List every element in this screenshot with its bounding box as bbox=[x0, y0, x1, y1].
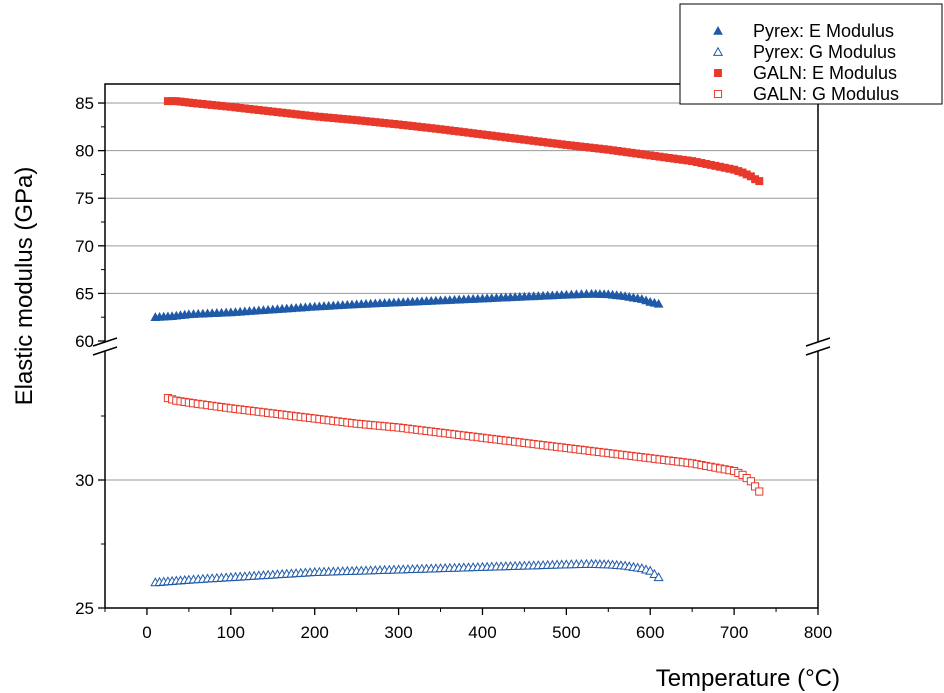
legend-label: Pyrex: E Modulus bbox=[753, 21, 894, 41]
data-point bbox=[755, 177, 764, 186]
axis-break-right bbox=[805, 337, 831, 356]
series-3 bbox=[163, 394, 764, 496]
x-tick-label: 500 bbox=[552, 623, 580, 642]
data-point bbox=[653, 572, 664, 582]
y-tick-label: 70 bbox=[75, 237, 94, 256]
x-tick-label: 700 bbox=[720, 623, 748, 642]
x-tick-label: 300 bbox=[384, 623, 412, 642]
ticks: 0 100 200 300 400 500 600 700 800 60 65 70 75 80 85 25 3… bbox=[75, 94, 832, 642]
legend-label: Pyrex: G Modulus bbox=[753, 42, 896, 62]
x-tick-label: 100 bbox=[217, 623, 245, 642]
series-0 bbox=[150, 288, 664, 321]
y-tick-label: 85 bbox=[75, 94, 94, 113]
y-tick-label: 80 bbox=[75, 142, 94, 161]
legend-marker bbox=[713, 89, 723, 99]
data-point bbox=[645, 565, 656, 575]
y-tick-label: 75 bbox=[75, 189, 94, 208]
x-tick-label: 0 bbox=[142, 623, 151, 642]
y-tick-label: 60 bbox=[75, 332, 94, 351]
y-axis-label: Elastic modulus (GPa) bbox=[11, 167, 38, 406]
legend-box bbox=[679, 3, 943, 105]
data-point bbox=[755, 487, 764, 496]
data-point bbox=[746, 477, 755, 486]
y-tick-label: 30 bbox=[75, 471, 94, 490]
data-points bbox=[150, 97, 764, 587]
gridlines bbox=[105, 102, 818, 481]
x-axis-label: Temperature (°C) bbox=[656, 665, 840, 692]
series-1 bbox=[150, 558, 664, 587]
legend-label: GALN: E Modulus bbox=[753, 63, 897, 83]
legend-marker bbox=[712, 46, 724, 56]
legend-marker bbox=[714, 69, 722, 77]
series-2 bbox=[163, 97, 764, 186]
data-point bbox=[653, 298, 664, 308]
x-tick-label: 400 bbox=[468, 623, 496, 642]
y-tick-label: 65 bbox=[75, 284, 94, 303]
y-tick-label: 25 bbox=[75, 599, 94, 618]
x-tick-label: 800 bbox=[804, 623, 832, 642]
axis-break-left bbox=[92, 337, 118, 356]
x-tick-label: 200 bbox=[301, 623, 329, 642]
x-tick-label: 600 bbox=[636, 623, 664, 642]
data-point bbox=[751, 482, 760, 491]
legend-label: GALN: G Modulus bbox=[753, 84, 899, 104]
data-point bbox=[649, 568, 660, 578]
legend-marker bbox=[713, 25, 723, 35]
